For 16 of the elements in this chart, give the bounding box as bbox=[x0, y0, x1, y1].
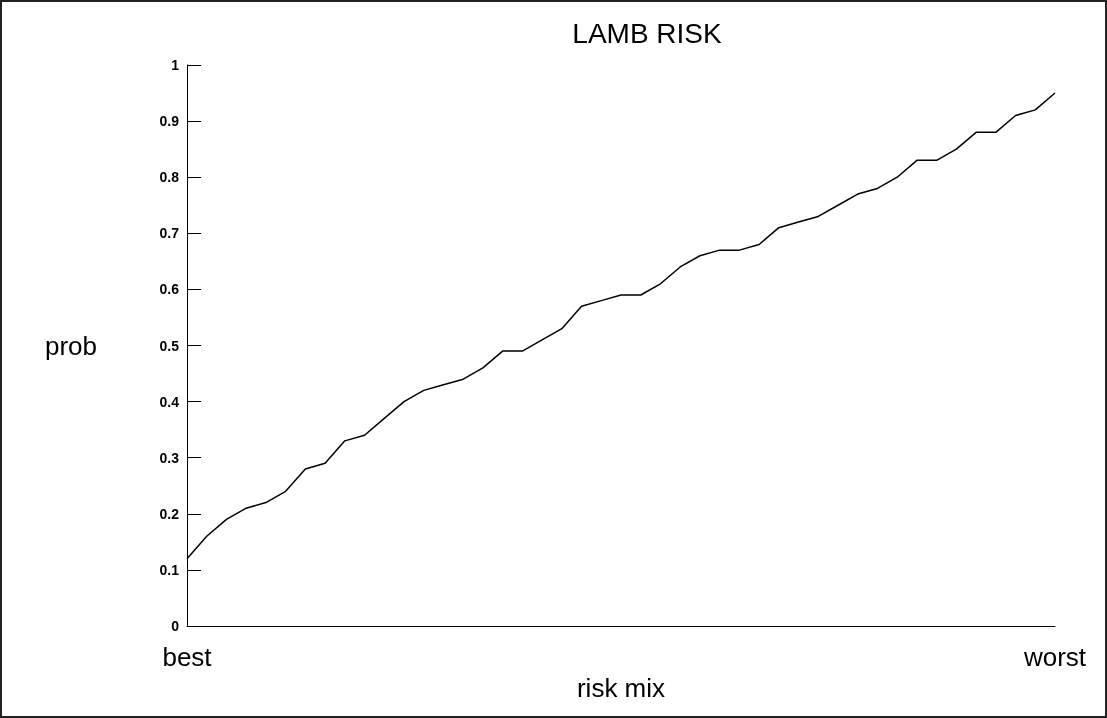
y-tick-label: 0.9 bbox=[159, 113, 180, 130]
chart-title: LAMB RISK bbox=[572, 17, 723, 49]
y-axis-title: prob bbox=[44, 330, 97, 361]
y-tick-label: 0.5 bbox=[159, 337, 180, 354]
y-tick-label: 0 bbox=[171, 618, 180, 634]
y-tick-label: 0.4 bbox=[159, 393, 180, 410]
y-tick-label: 1 bbox=[171, 57, 180, 73]
y-tick-label: 0.3 bbox=[159, 449, 180, 466]
y-tick-label: 0.1 bbox=[159, 561, 180, 578]
y-tick-label: 0.6 bbox=[159, 281, 180, 298]
x-tick-label: best bbox=[162, 642, 213, 672]
y-tick-label: 0.7 bbox=[159, 225, 180, 242]
y-tick-label: 0.8 bbox=[159, 169, 180, 186]
x-axis-title: risk mix bbox=[576, 672, 666, 703]
y-tick-label: 0.2 bbox=[159, 505, 180, 522]
x-tick-label: worst bbox=[1022, 642, 1087, 672]
